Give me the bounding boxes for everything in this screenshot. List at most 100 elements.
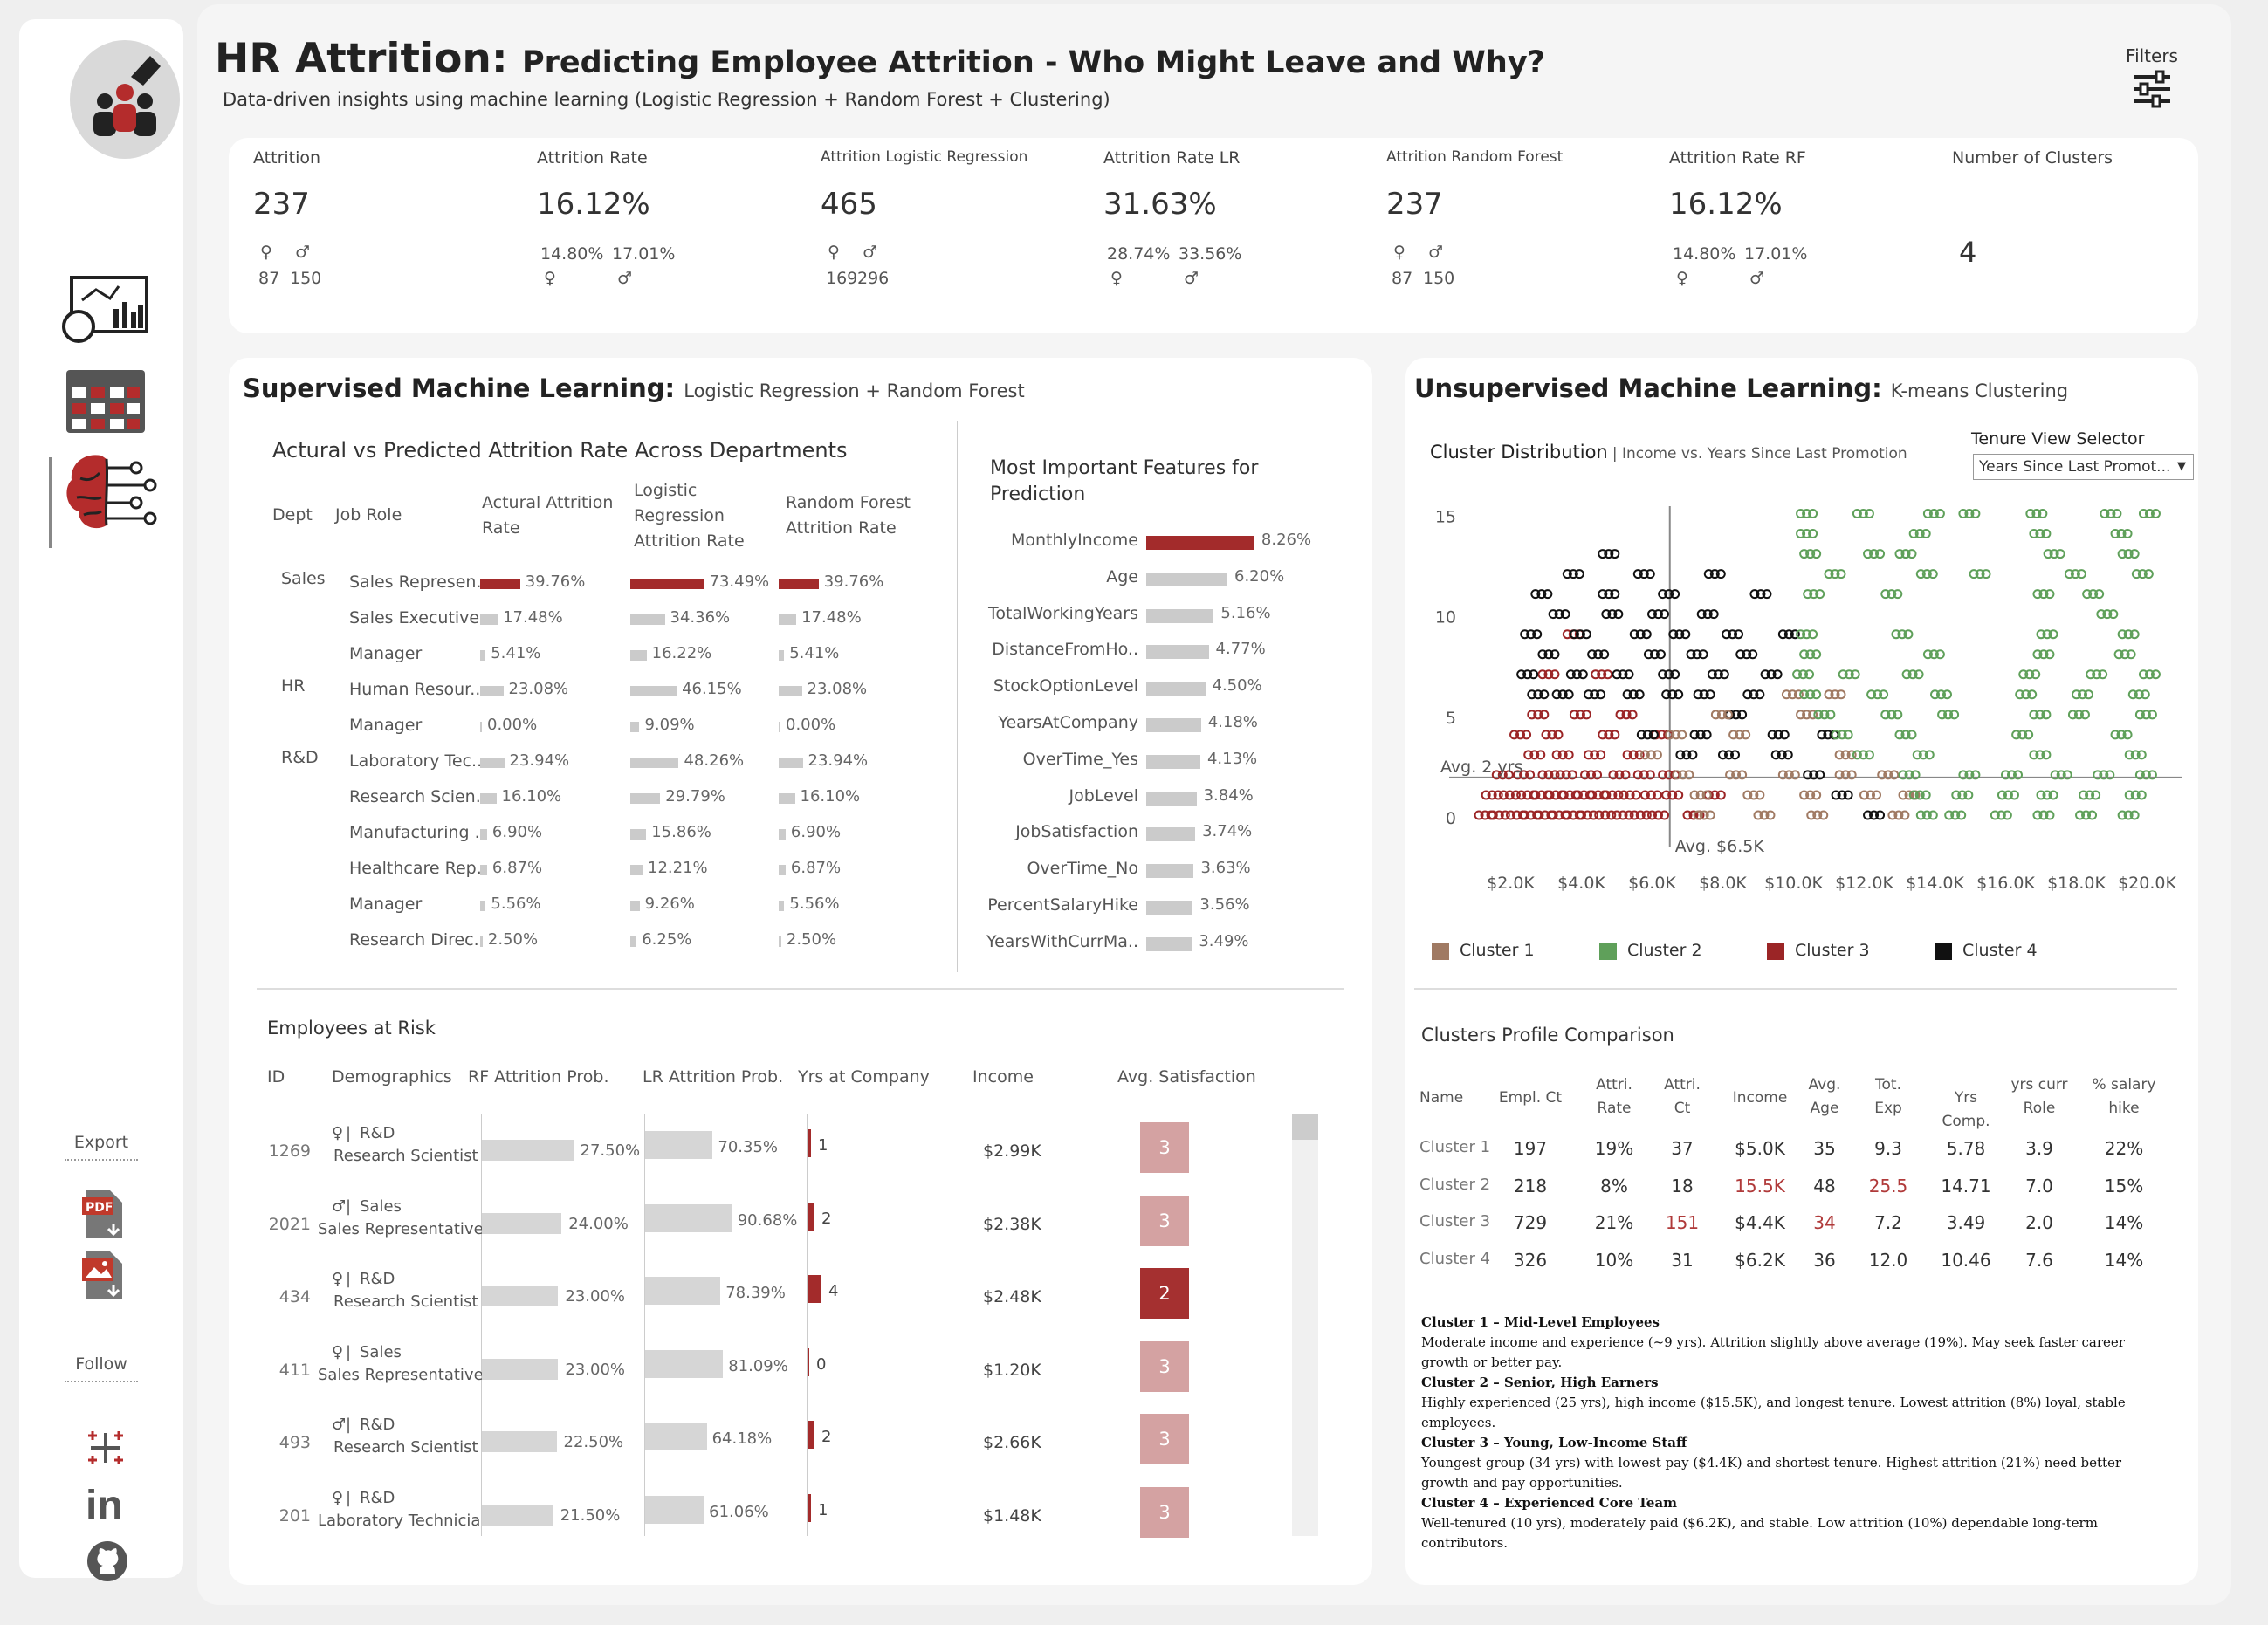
scatter-point (2013, 770, 2023, 780)
scatter-point (1680, 629, 1691, 640)
scatter-point (2003, 790, 2013, 800)
bar-lr (630, 722, 640, 732)
bar-label-rf: 2.50% (786, 930, 837, 949)
scatter-point (1866, 790, 1875, 800)
calendar-nav-icon[interactable] (65, 368, 147, 438)
filters-button[interactable]: Filters (2117, 45, 2187, 113)
scatter-point (1527, 710, 1537, 720)
scatter-point (1805, 649, 1816, 660)
scatter-point (2036, 790, 2046, 800)
scatter-point (1837, 790, 1847, 800)
scatter-point (2134, 710, 2145, 720)
scatter-title: Cluster Distribution (1430, 442, 1608, 463)
bar-actual (480, 686, 504, 696)
scatter-point (1838, 669, 1848, 680)
scatter-point (1805, 549, 1816, 559)
scatter-point (1498, 790, 1509, 800)
sex-icon: ♀ (332, 1270, 344, 1288)
employee-dept: Sales (360, 1196, 402, 1216)
scatter-point (1949, 710, 1960, 720)
scatter-point (1900, 810, 1910, 820)
cluster-note-text: Moderate income and experience (~9 yrs).… (1421, 1334, 2125, 1370)
scatter-point (1543, 669, 1554, 680)
scatter-point (1678, 770, 1688, 780)
satisfaction-cell: 3 (1140, 1486, 1189, 1538)
legend-label: Cluster 2 (1627, 941, 1702, 960)
linkedin-icon[interactable]: in (86, 1483, 123, 1529)
scatter-point (1802, 629, 1812, 640)
scatter-point (1808, 710, 1818, 720)
cluster-note-text: Highly experienced (25 yrs), high income… (1421, 1395, 2126, 1430)
scatter-point (1603, 669, 1613, 680)
tenure-selector-value: Years Since Last Promot... (1979, 458, 2171, 476)
scatter-point (1728, 629, 1738, 640)
bar-label-lr: 9.09% (644, 716, 695, 734)
scatter-point (1612, 669, 1622, 680)
scatter-point (1497, 770, 1508, 780)
scatter-point (1722, 710, 1733, 720)
scatter-point (1569, 710, 1579, 720)
scatter-point (1783, 770, 1794, 780)
risk-scroll-thumb[interactable] (1292, 1114, 1318, 1140)
tableau-icon[interactable] (84, 1426, 127, 1473)
scatter-point (1639, 770, 1649, 780)
dashboard-nav-icon[interactable] (61, 276, 150, 351)
scatter-point (1695, 790, 1706, 800)
scatter-point (1734, 629, 1744, 640)
scatter-point (2112, 509, 2122, 519)
supervised-title: Supervised Machine Learning: Logistic Re… (243, 374, 1025, 403)
satisfaction-cell: 3 (1140, 1122, 1189, 1173)
scatter-point (1613, 609, 1624, 620)
scatter-point (1536, 589, 1547, 600)
scatter-point (2045, 589, 2055, 600)
scatter-point (1811, 689, 1822, 700)
scatter-point (2048, 629, 2058, 640)
risk-col-income: Income (972, 1067, 1034, 1087)
scatter-point (1824, 569, 1834, 579)
scatter-point (1701, 730, 1712, 740)
scatter-point (1904, 790, 1914, 800)
feature-name: YearsAtCompany (998, 713, 1138, 732)
bar-label-lr: 16.22% (651, 644, 712, 662)
profile-header: Tot. Exp (1874, 1076, 1902, 1117)
scatter-point (2056, 770, 2066, 780)
scatter-point (1781, 689, 1791, 700)
profile-title: Clusters Profile Comparison (1421, 1025, 1674, 1046)
female-icon: ♀ (828, 243, 840, 262)
x-tick-label: $6.0K (1628, 874, 1676, 893)
job-role-label: Research Scien.. (349, 787, 486, 806)
profile-cell-role: 3.9 (2025, 1138, 2053, 1159)
feature-bar (1146, 791, 1197, 806)
profile-cell-ct: 197 (1513, 1138, 1548, 1159)
scatter-point (1811, 649, 1822, 660)
scatter-point (1762, 589, 1772, 600)
scatter-point (1687, 750, 1698, 760)
legend-label: Cluster 3 (1795, 941, 1870, 960)
scatter-point (1912, 750, 1922, 760)
tenure-selector-dropdown[interactable]: Years Since Last Promot... ▼ (1973, 454, 2194, 480)
scatter-point (2092, 669, 2102, 680)
image-export-icon[interactable] (82, 1250, 126, 1304)
feature-value: 4.13% (1206, 749, 1258, 768)
employee-income: $2.99K (983, 1142, 1041, 1161)
scatter-point (2116, 730, 2127, 740)
scatter-point (1674, 790, 1684, 800)
pdf-export-icon[interactable]: PDF (82, 1189, 126, 1243)
risk-scrollbar[interactable] (1292, 1114, 1318, 1536)
scatter-point (1586, 770, 1597, 780)
scatter-point (1777, 750, 1787, 760)
scatter-point (2072, 689, 2081, 700)
github-icon[interactable] (86, 1539, 129, 1587)
brain-nav-icon[interactable] (63, 447, 159, 541)
scatter-point (1520, 629, 1530, 640)
scatter-point (1577, 810, 1586, 820)
scatter-point (1935, 509, 1945, 519)
lr-prob-bar (645, 1203, 732, 1232)
x-tick-label: $16.0K (1976, 874, 2035, 893)
scatter-point (2117, 810, 2127, 820)
scatter-point (1600, 810, 1611, 820)
scatter-point (1624, 810, 1634, 820)
scatter-point (1812, 810, 1823, 820)
scatter-point (1493, 790, 1503, 800)
scatter-point (1561, 770, 1571, 780)
